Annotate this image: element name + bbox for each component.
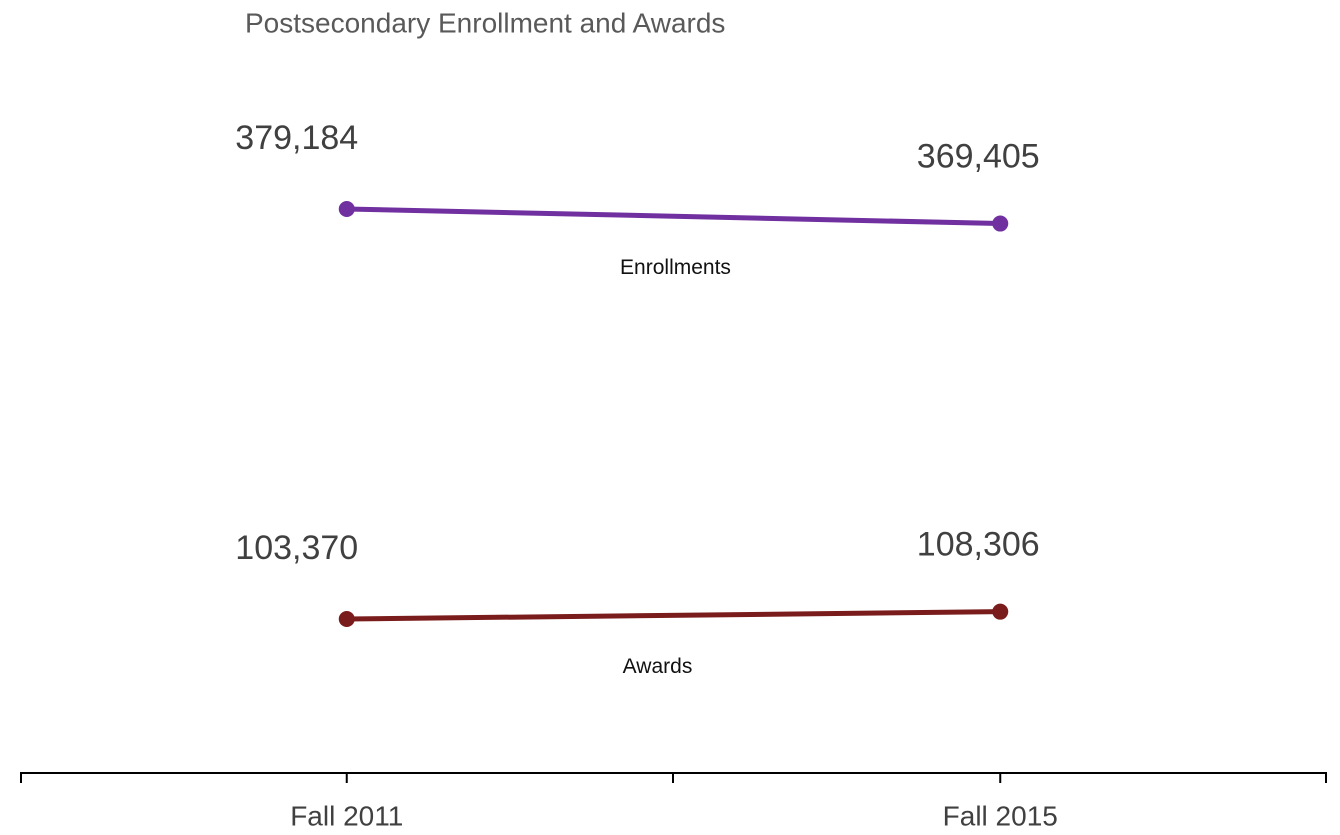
- series-label: Enrollments: [620, 256, 731, 279]
- data-point: [992, 215, 1009, 232]
- chart-title: Postsecondary Enrollment and Awards: [245, 7, 725, 38]
- x-tick-label: Fall 2015: [943, 800, 1058, 831]
- series-line: [346, 609, 1001, 622]
- data-point: [338, 611, 355, 627]
- data-label: 108,306: [917, 526, 1040, 564]
- data-label: 379,184: [235, 119, 358, 157]
- series-line: [346, 206, 1001, 227]
- data-label: 103,370: [235, 529, 358, 567]
- x-tick-label: Fall 2011: [290, 800, 403, 831]
- data-label: 369,405: [917, 138, 1040, 176]
- data-point: [338, 201, 355, 217]
- data-point: [992, 603, 1009, 620]
- series-label: Awards: [623, 655, 693, 678]
- x-axis-ticks: [20, 773, 1327, 783]
